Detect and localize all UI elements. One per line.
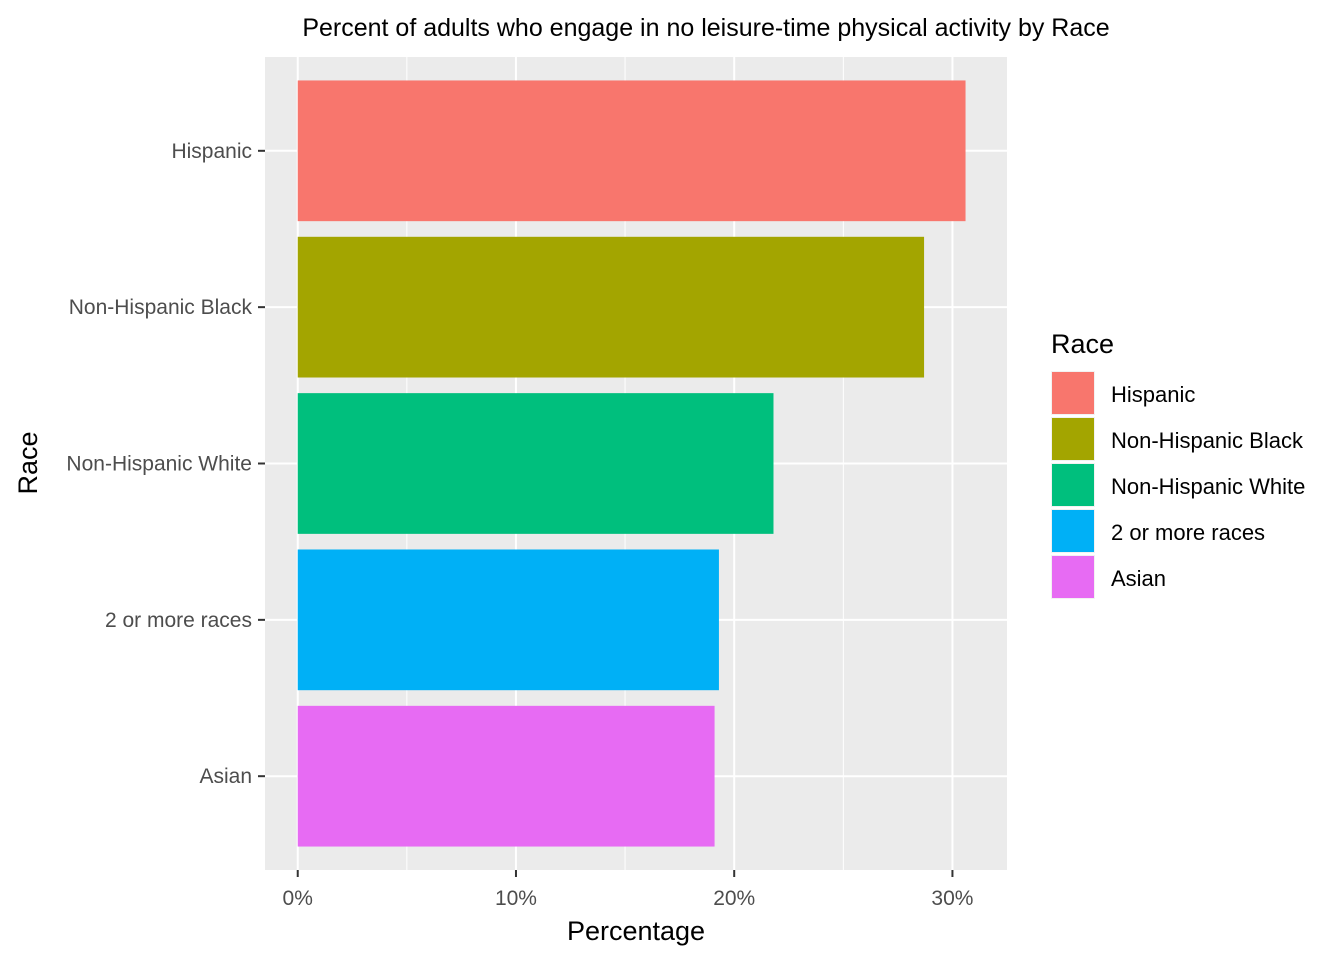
legend-swatch bbox=[1052, 418, 1094, 460]
legend-items: Hispanic Non-Hispanic Black Non-Hispanic W… bbox=[1051, 371, 1305, 599]
legend-swatch bbox=[1052, 510, 1094, 552]
legend-label: Non-Hispanic White bbox=[1111, 474, 1305, 499]
y-axis: Hispanic Non-Hispanic Black Non-Hispanic W… bbox=[66, 140, 265, 788]
x-tick-label: 20% bbox=[713, 887, 755, 910]
bar-2-or-more-races bbox=[297, 549, 719, 691]
legend-title: Race bbox=[1051, 329, 1114, 359]
bars bbox=[297, 80, 966, 847]
y-tick-label: Hispanic bbox=[171, 140, 252, 163]
legend: Race Hispanic Non-Hispanic Black Non-Hispa… bbox=[1051, 329, 1305, 599]
bar-asian bbox=[297, 705, 715, 847]
legend-swatch bbox=[1052, 556, 1094, 598]
y-tick-label: Non-Hispanic White bbox=[66, 453, 252, 476]
legend-swatch bbox=[1052, 372, 1094, 414]
x-axis: 0% 10% 20% 30% bbox=[283, 870, 973, 910]
bar-non-hispanic-black bbox=[297, 236, 925, 378]
y-tick-label: 2 or more races bbox=[105, 609, 252, 632]
x-tick-label: 10% bbox=[495, 887, 537, 910]
x-axis-title: Percentage bbox=[567, 916, 705, 946]
bar-hispanic bbox=[297, 80, 966, 222]
legend-label: Asian bbox=[1111, 566, 1166, 591]
x-tick-label: 30% bbox=[931, 887, 973, 910]
y-axis-title: Race bbox=[13, 431, 43, 494]
legend-label: 2 or more races bbox=[1111, 520, 1265, 545]
legend-label: Non-Hispanic Black bbox=[1111, 428, 1304, 453]
legend-swatch bbox=[1052, 464, 1094, 506]
bar-non-hispanic-white bbox=[297, 393, 774, 534]
y-tick-label: Non-Hispanic Black bbox=[69, 296, 253, 319]
chart-title: Percent of adults who engage in no leisu… bbox=[302, 14, 1109, 42]
legend-label: Hispanic bbox=[1111, 382, 1195, 407]
x-tick-label: 0% bbox=[283, 887, 313, 910]
y-tick-label: Asian bbox=[199, 765, 252, 788]
